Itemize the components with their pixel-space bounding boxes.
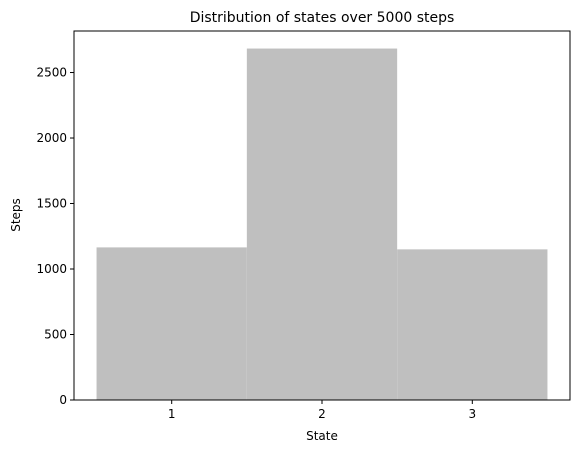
bar-state-3 [397,249,548,400]
y-axis: 0 500 1000 1500 2000 2500 [36,66,74,407]
x-axis-label: State [306,429,338,443]
bars-group [96,48,548,401]
x-tick-label: 2 [318,407,326,421]
x-axis: 1 2 3 [168,400,476,421]
x-tick-label: 1 [168,407,176,421]
chart-title: Distribution of states over 5000 steps [190,10,455,26]
bar-state-2 [246,48,398,401]
y-tick-label: 1000 [36,262,67,276]
y-tick-label: 1500 [36,197,67,211]
y-tick-label: 2000 [36,131,67,145]
y-tick-label: 2500 [36,66,67,80]
y-tick-label: 0 [59,393,67,407]
y-tick-label: 500 [44,328,67,342]
bar-state-1 [96,247,247,400]
y-axis-label: Steps [9,198,23,232]
x-tick-label: 3 [468,407,476,421]
